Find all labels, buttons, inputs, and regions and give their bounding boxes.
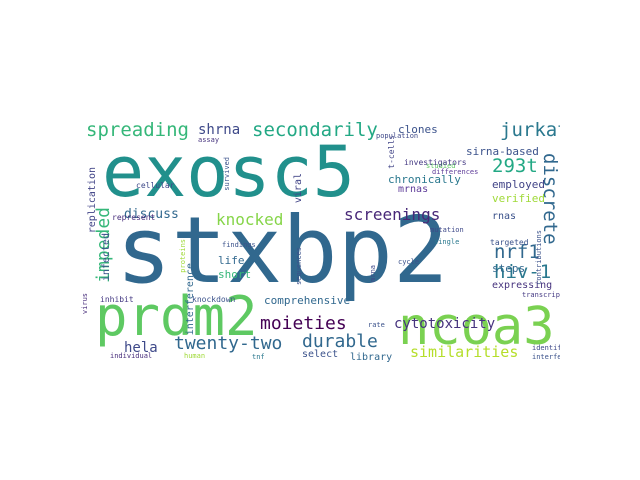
word-shrna: shrna	[198, 122, 241, 138]
word-virus: rate	[368, 321, 385, 329]
word-mutation: single	[434, 238, 460, 246]
word-select: library	[350, 352, 393, 363]
word-employed: employed	[492, 178, 545, 191]
word-investigators: t-cells	[387, 135, 396, 169]
word-proteins: sequences	[295, 247, 303, 285]
word-clones: clones	[398, 123, 438, 136]
word-rate: identify	[532, 344, 560, 352]
word-represent: mutation	[430, 226, 464, 234]
word-verified: verified	[492, 192, 545, 205]
word-life: life	[218, 254, 245, 267]
word-inhibit: knockdown	[192, 295, 236, 304]
word-human: tnf	[252, 353, 265, 361]
word-cytotoxicity: cytotoxicity	[394, 316, 496, 332]
word-library: expressing	[492, 280, 553, 291]
word-sirna-based: sirna-based	[466, 145, 539, 158]
word-interfering: individual	[110, 352, 153, 360]
word-similarities: similarities	[410, 343, 519, 361]
word-infected: replication	[87, 167, 98, 234]
word-cellular: represent	[112, 213, 156, 222]
word-293t: 293t	[492, 155, 538, 177]
word-stxbp2: stxbp2	[116, 197, 449, 304]
word-transcripts: virus	[81, 293, 89, 315]
word-steps: steps	[492, 262, 526, 275]
word-discrete: discrete	[539, 153, 560, 245]
word-durable: durable	[302, 331, 378, 352]
word-moieties: moieties	[260, 313, 347, 334]
word-knocked: knocked	[216, 210, 284, 229]
word-findings: proteins	[179, 239, 187, 273]
word-interference: viral	[293, 173, 304, 204]
word-survived: cellular	[136, 181, 175, 190]
word-comprehensive: comprehensive	[264, 294, 351, 307]
word-short: short	[218, 268, 252, 281]
word-rnas: rnas	[492, 211, 517, 222]
word-individual: human	[184, 352, 206, 360]
word-screenings: screenings	[344, 205, 441, 224]
word-nrf1: nrf1	[494, 241, 540, 263]
word-knockdown: transcripts	[522, 291, 560, 299]
word-hiv-1: hiv-1	[494, 261, 552, 283]
word-assay: survived	[223, 157, 231, 191]
word-single: findings	[222, 241, 256, 249]
word-spreading: spreading	[86, 119, 189, 141]
word-targeted: contributions	[535, 230, 543, 285]
word-ncoa3: ncoa3	[398, 297, 555, 357]
word-cycle: targeted	[490, 238, 529, 247]
word-exosc5: exosc5	[102, 131, 355, 213]
word-differences: assay	[198, 136, 220, 144]
word-jurkat: jurkat	[500, 119, 560, 141]
word-contributions: inhibit	[100, 295, 134, 304]
word-population: studied	[426, 162, 456, 170]
word-t-cells: differences	[432, 168, 479, 176]
word-identify: interfering	[532, 353, 560, 361]
word-secondarily: secondarily	[252, 119, 378, 141]
word-mrna: cycle	[398, 258, 420, 266]
word-chronically: chronically	[388, 173, 461, 186]
word-prdm2: prdm2	[95, 285, 258, 348]
word-studied: investigators	[404, 158, 467, 167]
word-expressing: population	[376, 132, 419, 140]
word-cloud: exosc5 stxbp2 prdm2 ncoa3 spreading seco…	[80, 115, 560, 365]
word-hela: hela	[124, 340, 158, 356]
word-discuss: discuss	[124, 207, 179, 222]
word-viral: select	[302, 349, 339, 360]
word-sequences: mrna	[369, 265, 377, 282]
word-twenty-two: twenty-two	[174, 333, 283, 354]
word-mrnas: mrnas	[398, 184, 429, 195]
word-silenced: infected	[101, 233, 112, 282]
